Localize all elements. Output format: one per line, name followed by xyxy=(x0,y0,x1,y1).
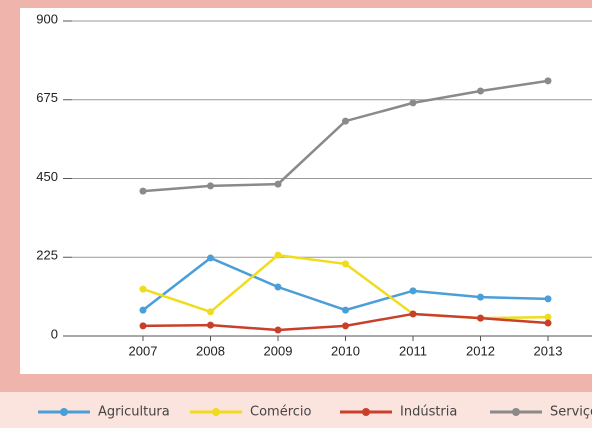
point xyxy=(477,293,484,301)
legend-dot xyxy=(212,408,220,416)
point xyxy=(274,283,282,291)
legend-label: Comércio xyxy=(250,405,312,420)
point xyxy=(274,180,282,188)
y-tick-label: 450 xyxy=(36,169,58,184)
legend-dot xyxy=(362,408,370,416)
x-tick-label: 2011 xyxy=(399,343,427,358)
point xyxy=(342,260,349,268)
x-tick-label: 2010 xyxy=(331,343,360,358)
y-tick-label: 0 xyxy=(51,326,58,341)
x-tick-label: 2012 xyxy=(466,343,495,358)
point xyxy=(139,187,147,195)
point xyxy=(342,322,349,330)
point xyxy=(274,251,282,259)
x-tick-label: 2013 xyxy=(534,343,563,358)
point xyxy=(139,306,147,314)
point xyxy=(342,306,349,314)
point xyxy=(544,319,552,327)
point xyxy=(544,295,552,303)
legend-strip xyxy=(0,392,592,428)
point xyxy=(207,308,214,316)
y-tick-label: 675 xyxy=(36,90,58,105)
point xyxy=(139,322,147,330)
x-tick-label: 2009 xyxy=(264,343,293,358)
legend-label: Indústria xyxy=(400,405,457,420)
point xyxy=(207,182,214,190)
legend-label: Serviços xyxy=(550,405,592,420)
legend-dot xyxy=(512,408,520,416)
point xyxy=(274,326,282,334)
y-tick-label: 225 xyxy=(36,248,58,263)
point xyxy=(477,314,484,322)
legend-dot xyxy=(60,408,68,416)
point xyxy=(207,321,214,329)
x-tick-label: 2008 xyxy=(196,343,225,358)
legend-label: Agricultura xyxy=(98,405,170,420)
point xyxy=(409,99,417,107)
point xyxy=(544,313,552,321)
point xyxy=(139,285,147,293)
plot-panel xyxy=(20,8,592,374)
point xyxy=(477,87,484,95)
y-tick-label: 900 xyxy=(36,11,58,26)
point xyxy=(409,310,417,318)
point xyxy=(342,117,349,125)
point xyxy=(409,287,417,295)
point xyxy=(544,77,552,85)
x-tick-label: 2007 xyxy=(129,343,158,358)
point xyxy=(207,254,214,262)
